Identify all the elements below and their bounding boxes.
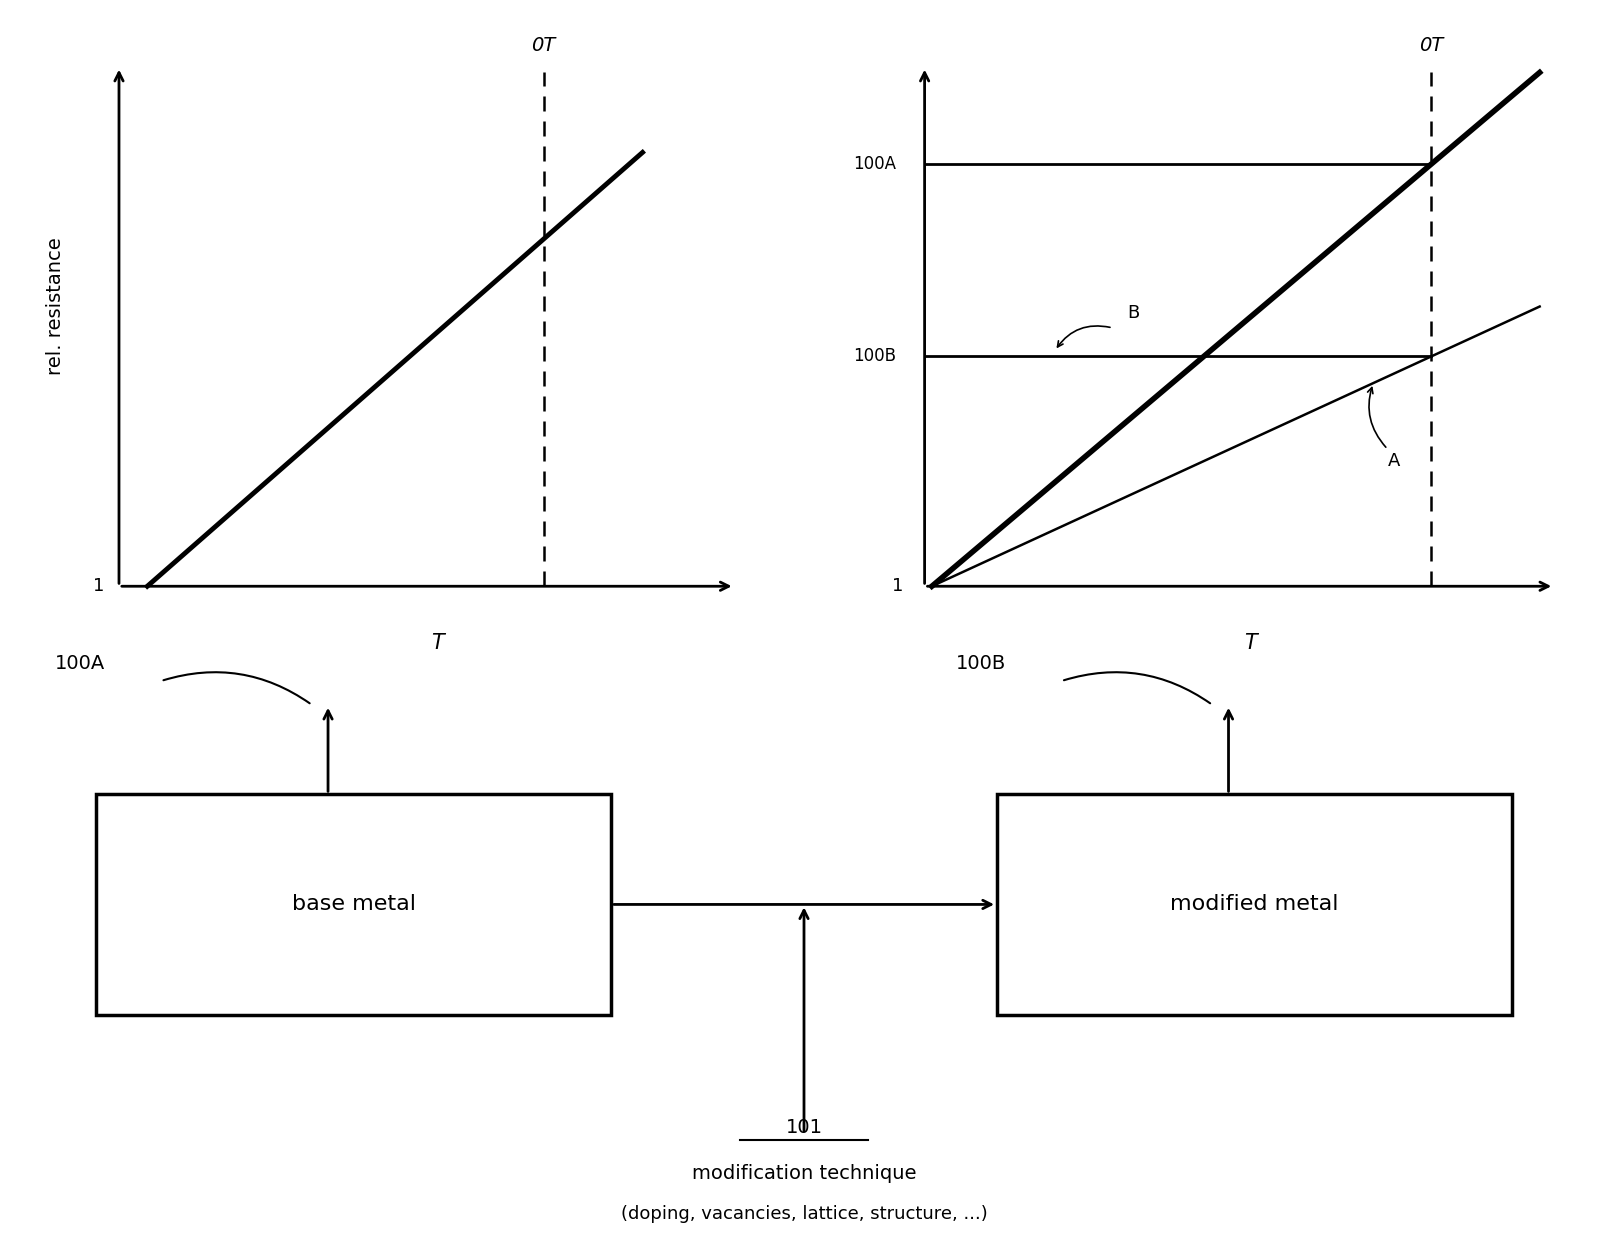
Text: 0T: 0T — [1417, 36, 1443, 56]
Text: B: B — [1127, 304, 1139, 323]
Text: T: T — [1244, 633, 1255, 653]
Text: modification technique: modification technique — [691, 1164, 916, 1183]
Text: 100A: 100A — [852, 155, 895, 174]
Text: 100B: 100B — [852, 347, 895, 366]
Text: base metal: base metal — [291, 895, 416, 915]
Text: T: T — [431, 633, 444, 653]
Text: 101: 101 — [784, 1118, 823, 1137]
Text: 1: 1 — [93, 577, 104, 596]
Text: (doping, vacancies, lattice, structure, ...): (doping, vacancies, lattice, structure, … — [620, 1205, 987, 1224]
Text: 100A: 100A — [55, 654, 106, 673]
Text: A: A — [1387, 452, 1400, 469]
Text: modified metal: modified metal — [1170, 895, 1337, 915]
Bar — [996, 794, 1511, 1015]
Text: 1: 1 — [890, 577, 903, 596]
Text: 100B: 100B — [955, 654, 1006, 673]
Bar — [96, 794, 611, 1015]
Text: rel. resistance: rel. resistance — [45, 238, 64, 375]
Text: 0T: 0T — [530, 36, 556, 56]
